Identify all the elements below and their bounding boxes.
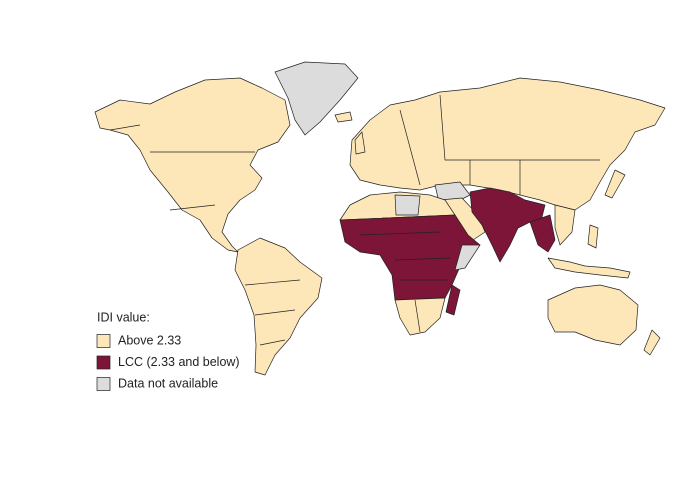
libya-na bbox=[394, 194, 421, 216]
madagascar bbox=[445, 284, 461, 316]
legend-title: IDI value: bbox=[97, 310, 150, 324]
greenland bbox=[274, 61, 359, 136]
iceland bbox=[334, 111, 353, 123]
southeast-asia bbox=[529, 214, 556, 253]
legend-label: Data not available bbox=[118, 376, 218, 390]
indonesia bbox=[547, 257, 631, 279]
legend-label: Above 2.33 bbox=[118, 333, 181, 347]
indochina bbox=[554, 204, 576, 246]
legend: IDI value: Above 2.33 LCC (2.33 and below… bbox=[96, 310, 240, 391]
somalia-na bbox=[454, 244, 481, 271]
new-zealand bbox=[643, 329, 661, 356]
legend-swatch bbox=[96, 334, 111, 348]
north-america bbox=[94, 77, 291, 253]
legend-swatch bbox=[96, 377, 111, 391]
south-america bbox=[234, 237, 323, 376]
philippines bbox=[587, 224, 599, 249]
southern-africa bbox=[394, 297, 446, 336]
japan bbox=[604, 169, 626, 199]
south-asia bbox=[469, 187, 546, 263]
legend-swatch bbox=[96, 355, 111, 370]
eurasia bbox=[349, 77, 666, 211]
uk bbox=[354, 131, 366, 155]
legend-label: LCC (2.33 and below) bbox=[118, 355, 240, 369]
world-map bbox=[94, 61, 666, 376]
australia bbox=[547, 284, 639, 346]
